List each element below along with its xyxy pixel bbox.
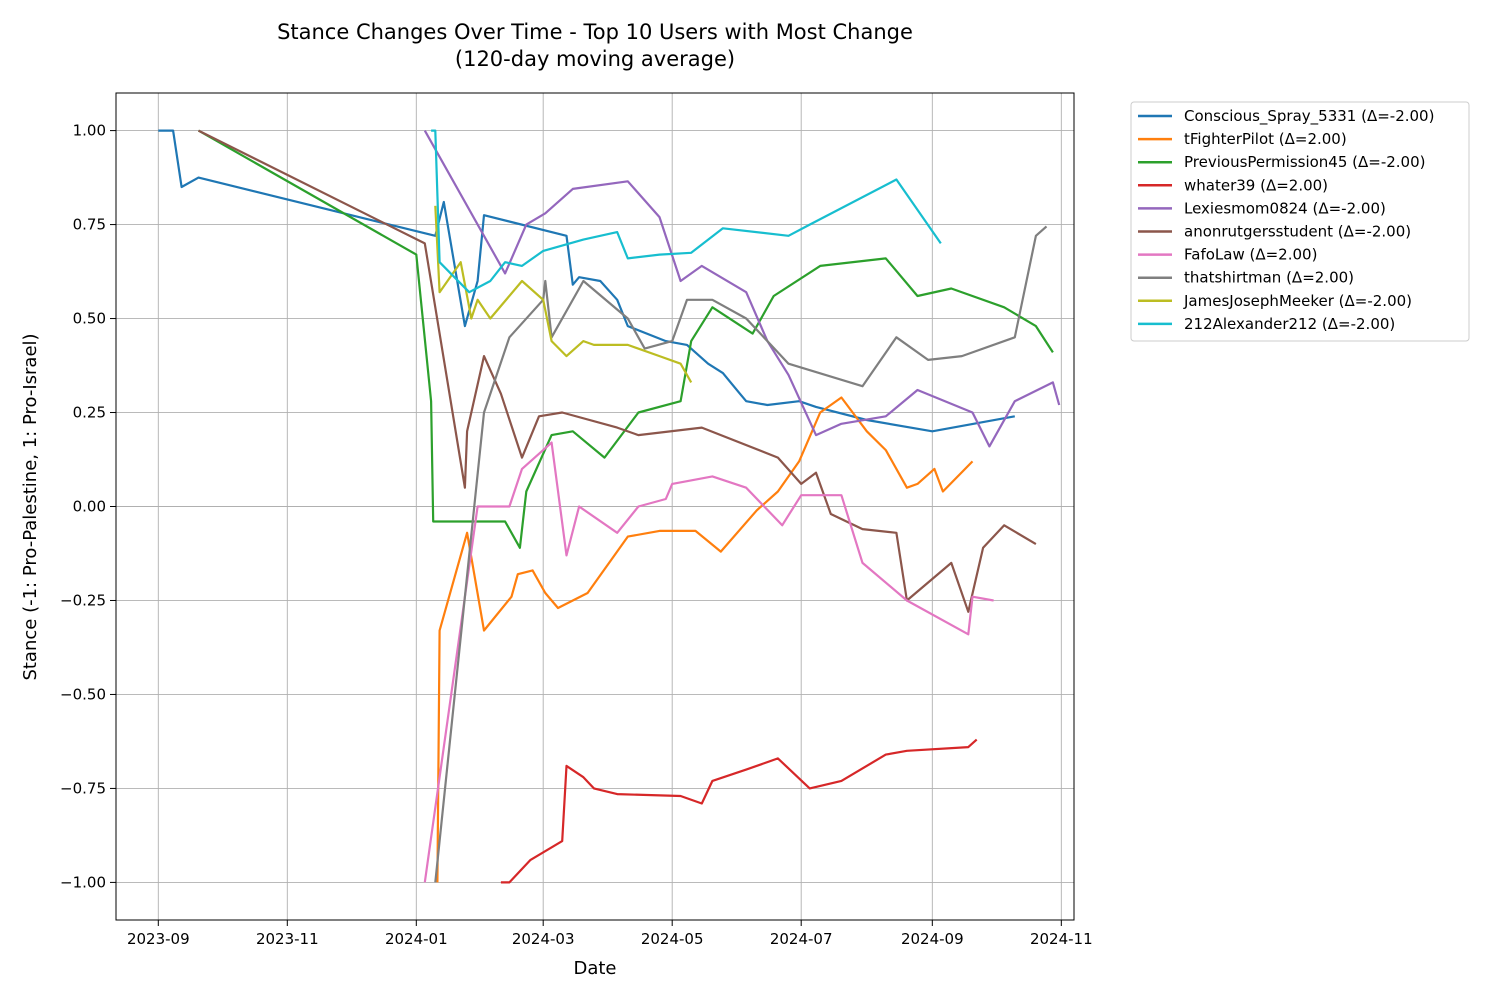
legend-label-6: FafoLaw (Δ=2.00) — [1184, 246, 1317, 264]
x-tick-label: 2023-11 — [256, 930, 319, 948]
y-axis-label: Stance (-1: Pro-Palestine, 1: Pro-Israel… — [20, 333, 41, 680]
series-line-3 — [500, 738, 978, 884]
x-tick-label: 2024-03 — [512, 930, 575, 948]
x-axis-label: Date — [573, 958, 616, 979]
y-tick-label: 0.75 — [73, 216, 106, 234]
legend-frame — [1130, 101, 1470, 342]
chart-subtitle: (120-day moving average) — [455, 47, 735, 71]
y-tick-label: −0.25 — [60, 591, 106, 609]
x-tick-label: 2024-01 — [385, 930, 448, 948]
x-tick-label: 2024-05 — [641, 930, 704, 948]
y-tick-label: 1.00 — [73, 122, 106, 140]
series-lines — [158, 129, 1061, 884]
x-tick-label: 2024-09 — [901, 930, 964, 948]
series-line-1 — [436, 396, 974, 883]
x-tick-label: 2023-09 — [127, 930, 190, 948]
y-tick-label: −1.00 — [60, 873, 106, 891]
series-line-5 — [198, 129, 1037, 613]
series-line-2 — [197, 129, 1054, 549]
legend-label-9: 212Alexander212 (Δ=-2.00) — [1184, 315, 1395, 333]
x-axis-ticks: 2023-09 2023-11 2024-01 2024-03 2024-05 2024-… — [127, 920, 1093, 948]
legend: Conscious_Spray_5331 (Δ=-2.00) tFighterPi… — [1130, 101, 1470, 342]
y-tick-label: −0.75 — [60, 779, 106, 797]
x-tick-label: 2024-11 — [1030, 930, 1093, 948]
y-tick-label: 0.50 — [73, 310, 106, 328]
series-line-7 — [434, 225, 1048, 883]
legend-label-8: JamesJosephMeeker (Δ=-2.00) — [1183, 292, 1412, 310]
legend-label-0: Conscious_Spray_5331 (Δ=-2.00) — [1184, 107, 1434, 126]
legend-label-1: tFighterPilot (Δ=2.00) — [1184, 130, 1347, 148]
y-tick-label: −0.50 — [60, 685, 106, 703]
series-line-9 — [431, 129, 942, 294]
y-tick-label: 0.25 — [73, 404, 106, 422]
legend-entries: Conscious_Spray_5331 (Δ=-2.00) tFighterPi… — [1138, 107, 1434, 333]
y-tick-label: 0.00 — [73, 498, 106, 516]
legend-label-4: Lexiesmom0824 (Δ=-2.00) — [1184, 199, 1386, 217]
legend-label-7: thatshirtman (Δ=2.00) — [1184, 269, 1354, 287]
legend-label-3: whater39 (Δ=2.00) — [1184, 176, 1328, 194]
y-axis-ticks: 1.00 0.75 0.50 0.25 0.00 −0.25 −0.50 −0.75 −1.00 — [60, 122, 116, 891]
chart-title: Stance Changes Over Time - Top 10 Users … — [277, 20, 913, 44]
legend-label-5: anonrutgersstudent (Δ=-2.00) — [1184, 223, 1411, 241]
x-tick-label: 2024-07 — [770, 930, 833, 948]
legend-label-2: PreviousPermission45 (Δ=-2.00) — [1184, 153, 1426, 171]
series-line-6 — [423, 441, 994, 883]
